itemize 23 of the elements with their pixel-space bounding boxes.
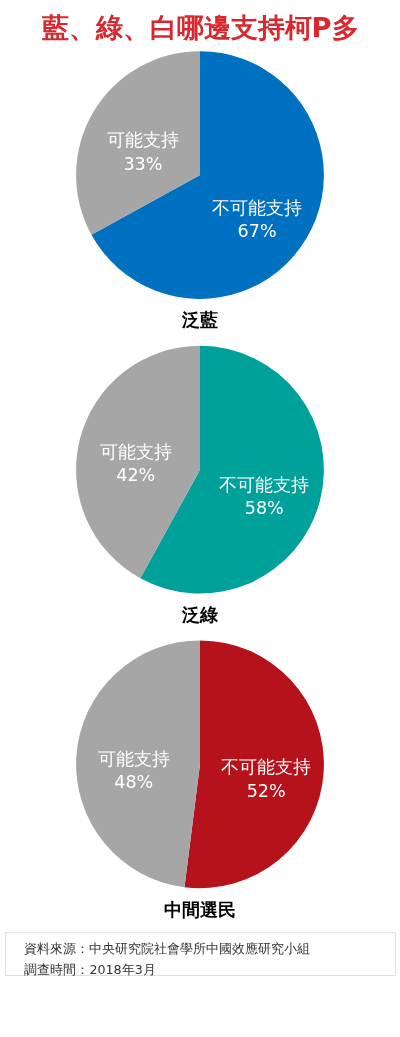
data-label: 33%	[123, 153, 163, 174]
slice-label: 不可能支持	[212, 197, 303, 218]
slice-label: 可能支持	[97, 749, 170, 770]
slice-label: 不可能支持	[219, 475, 310, 496]
pie-slice	[76, 640, 200, 888]
data-label: 52%	[246, 780, 286, 801]
text: 中間選民	[164, 899, 236, 920]
slice-label: 不可能支持	[221, 757, 312, 778]
slice-label: 可能支持	[99, 442, 172, 463]
chart-title: 藍、綠、白哪邊支持柯P多	[40, 12, 359, 44]
text: 調查時間：2018年3月	[24, 962, 156, 978]
text: 泛綠	[181, 604, 218, 625]
pie-slice	[76, 51, 200, 235]
text: 泛藍	[181, 310, 218, 331]
pie-slice	[91, 51, 324, 299]
data-label: 42%	[116, 465, 156, 486]
pie-slice	[184, 640, 324, 889]
data-label: 48%	[114, 772, 154, 793]
data-label: 67%	[237, 221, 277, 242]
source-note: 資料來源：中央研究院社會學所中國效應研究小組	[24, 940, 311, 956]
data-label: 58%	[244, 498, 284, 519]
pie-slice	[76, 345, 200, 579]
slice-label: 可能支持	[106, 130, 179, 151]
